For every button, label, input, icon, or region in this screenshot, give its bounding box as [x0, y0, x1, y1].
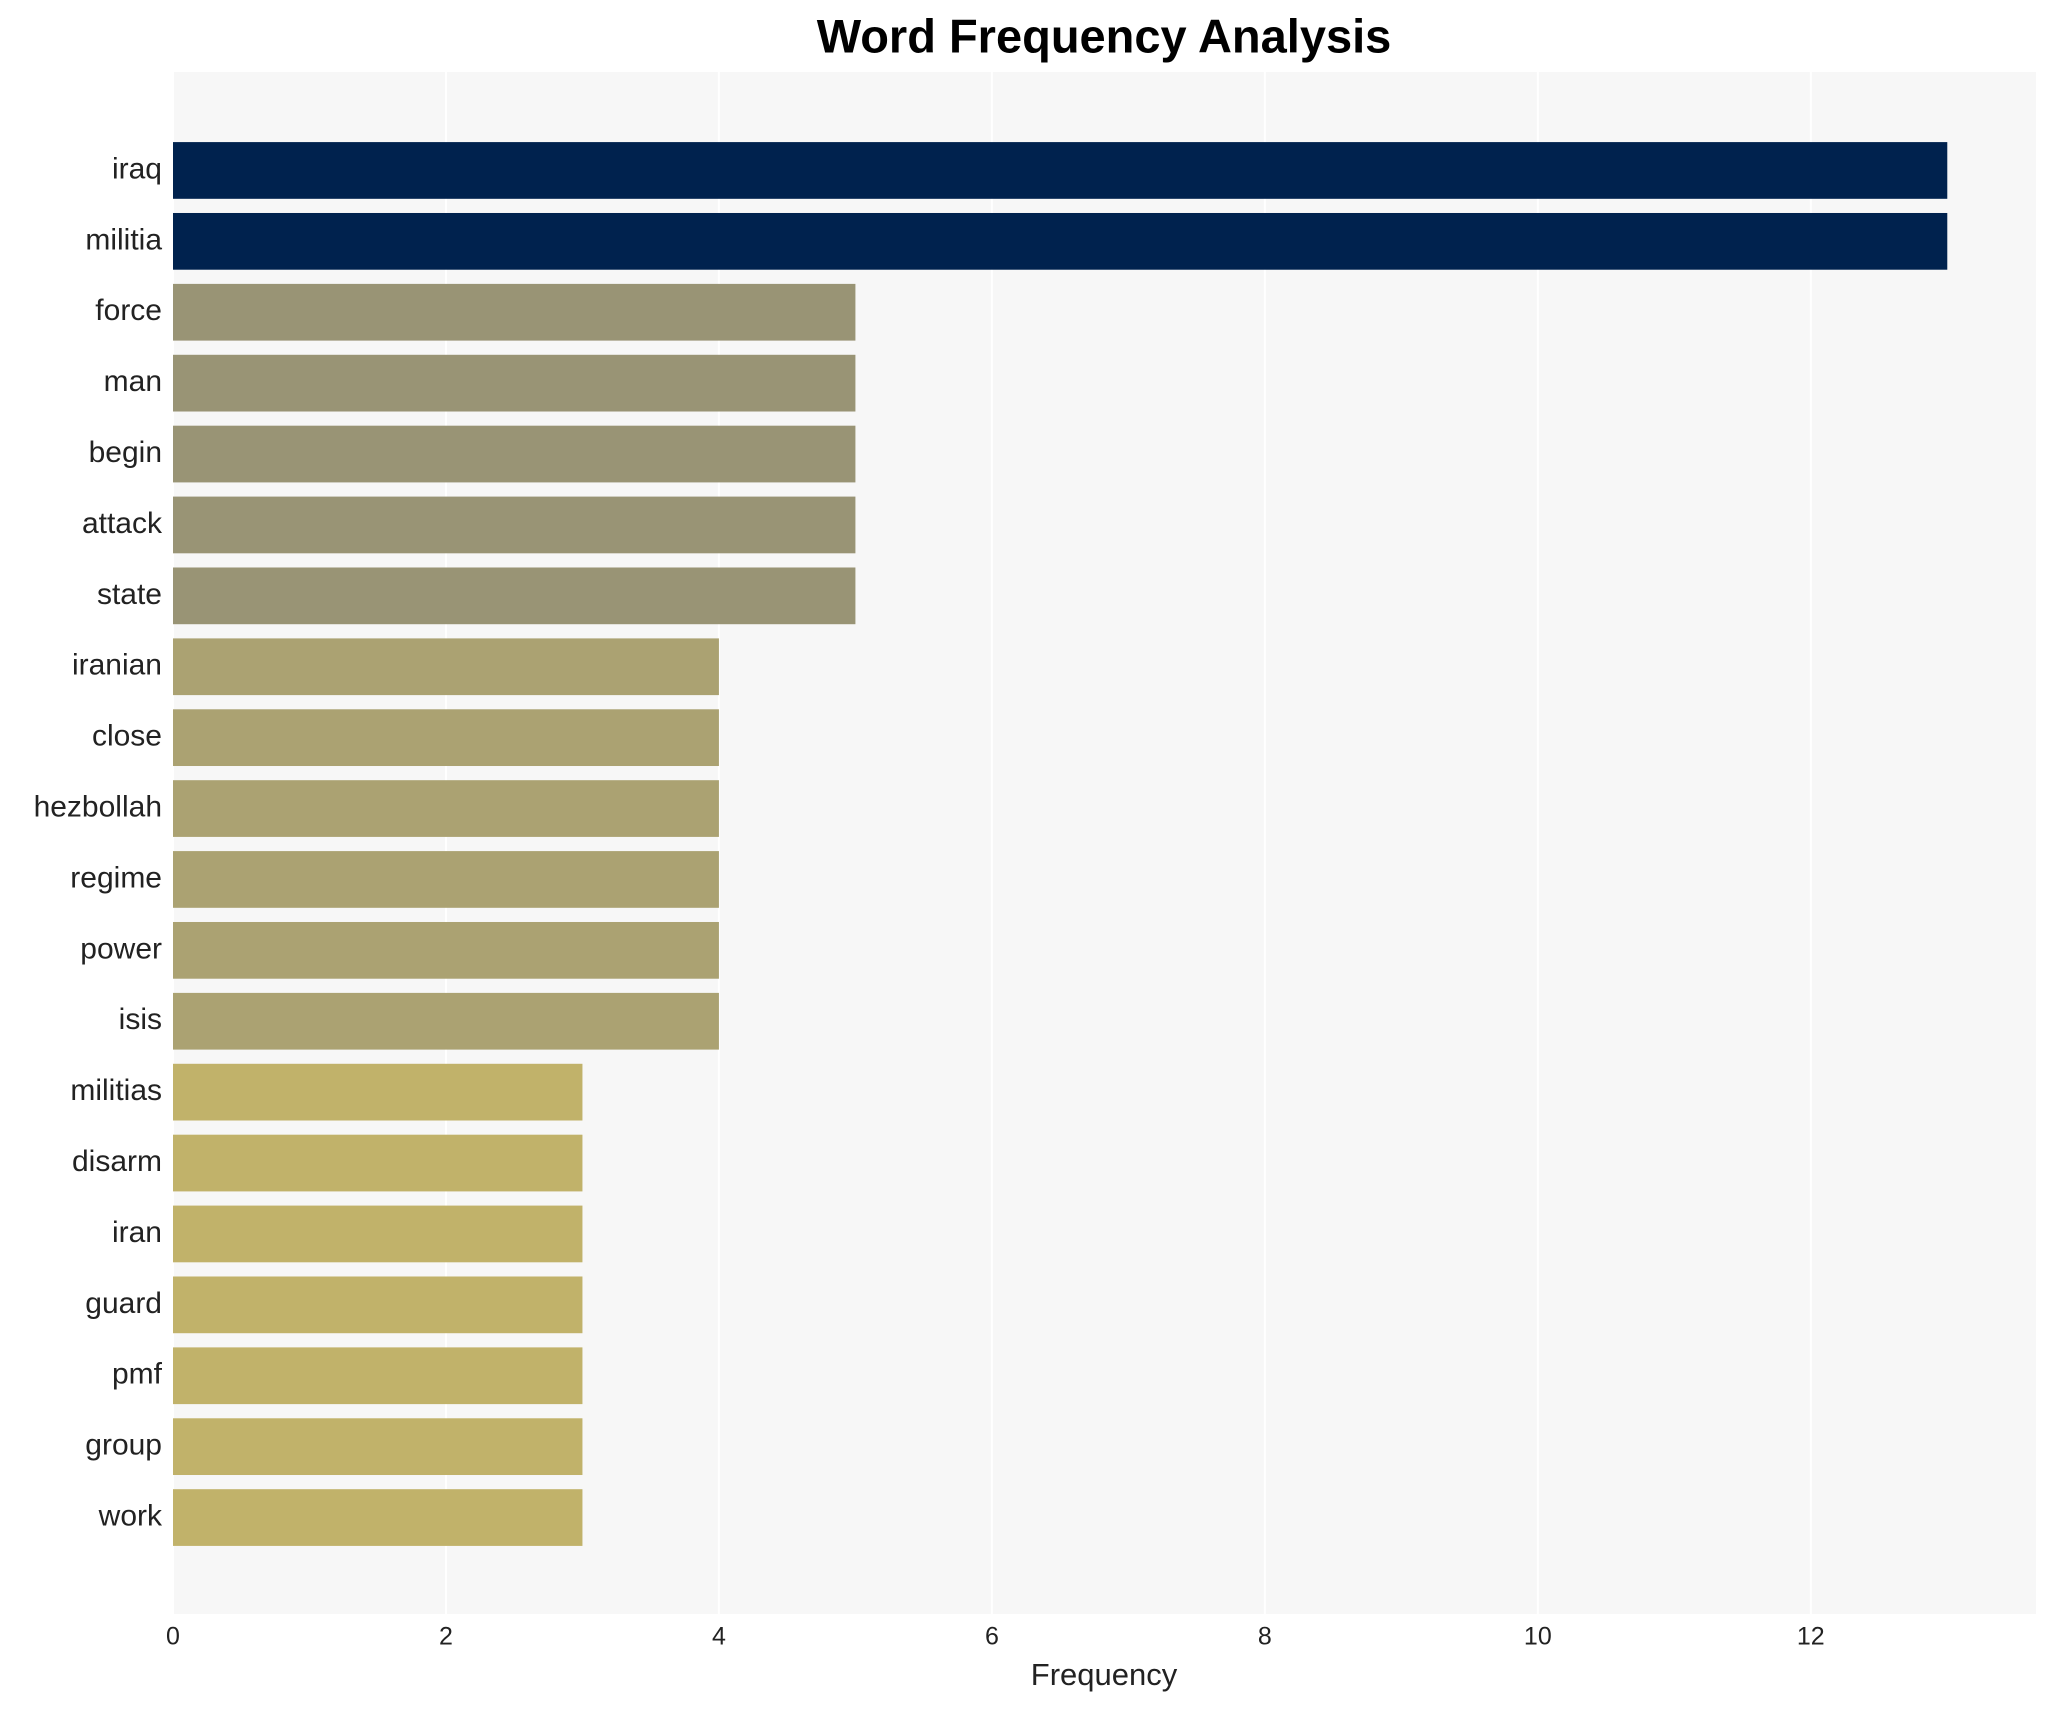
y-tick-label: militia — [85, 223, 162, 256]
y-tick-label: attack — [82, 507, 163, 540]
bar — [173, 567, 856, 625]
bar — [173, 142, 1948, 199]
bar — [173, 425, 856, 483]
x-tick-label: 2 — [439, 1623, 453, 1651]
bar — [173, 496, 856, 554]
x-tick-label: 12 — [1797, 1623, 1825, 1651]
bar — [173, 283, 856, 341]
chart-title: Word Frequency Analysis — [817, 9, 1392, 62]
y-tick-label: iran — [112, 1216, 162, 1249]
bar — [173, 1276, 583, 1334]
x-tick-label: 10 — [1524, 1623, 1552, 1651]
x-tick-label: 0 — [166, 1623, 180, 1651]
y-tick-label: power — [80, 932, 162, 965]
y-tick-label: force — [95, 294, 162, 327]
bar — [173, 1418, 583, 1476]
bar — [173, 212, 1948, 270]
y-tick-label: state — [97, 578, 162, 611]
bar — [173, 1489, 583, 1546]
bar — [173, 921, 719, 979]
y-tick-label: isis — [119, 1003, 162, 1036]
y-tick-label: man — [104, 365, 162, 398]
bar — [173, 1134, 583, 1192]
bar — [173, 851, 719, 908]
bar — [173, 1347, 583, 1405]
y-tick-label: close — [92, 720, 162, 753]
bar — [173, 709, 719, 767]
x-tick-label: 8 — [1258, 1623, 1272, 1651]
y-tick-label: militias — [70, 1074, 162, 1107]
bar — [173, 638, 719, 696]
y-tick-label: work — [98, 1499, 163, 1532]
y-tick-label: hezbollah — [34, 790, 162, 823]
bar — [173, 1063, 583, 1121]
x-tick-label: 6 — [985, 1623, 999, 1651]
bar — [173, 992, 719, 1050]
bar — [173, 1205, 583, 1263]
y-tick-label: regime — [70, 861, 162, 894]
y-tick-label: group — [85, 1429, 162, 1462]
y-tick-label: pmf — [112, 1358, 163, 1391]
y-tick-label: iranian — [72, 649, 162, 682]
y-tick-label: guard — [85, 1287, 162, 1320]
bar — [173, 354, 856, 412]
x-axis-label: Frequency — [1031, 1657, 1178, 1692]
bar — [173, 780, 719, 837]
y-tick-label: disarm — [72, 1145, 162, 1178]
x-tick-label: 4 — [712, 1623, 726, 1651]
y-tick-label: iraq — [112, 152, 162, 185]
y-tick-label: begin — [89, 436, 162, 469]
